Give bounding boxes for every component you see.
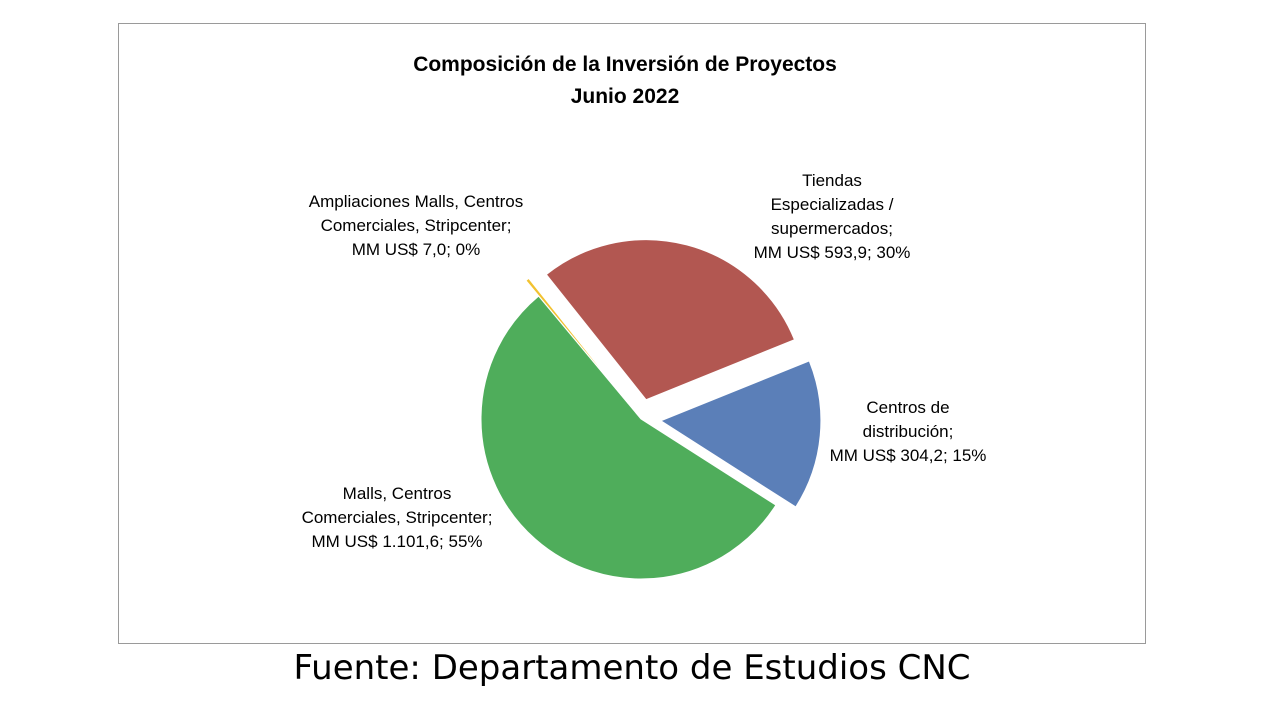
pie-chart: Composición de la Inversión de Proyectos… [302, 53, 987, 580]
pie-slice [659, 360, 822, 508]
slice-label: Centros de distribución; MM US$ 304,2; 15% [830, 398, 987, 465]
chart-subtitle: Junio 2022 [571, 85, 680, 108]
pie-slice [480, 295, 777, 580]
slice-label: Tiendas Especializadas / supermercados; MM … [754, 171, 911, 262]
source-caption: Fuente: Departamento de Estudios CNC [293, 648, 971, 688]
chart-title: Composición de la Inversión de Proyectos [413, 53, 837, 76]
pie-labels: Centros de distribución; MM US$ 304,2; 15%… [302, 171, 987, 551]
pie-slices [480, 239, 822, 580]
pie-slice [525, 277, 629, 404]
pie-slice [545, 239, 796, 401]
slice-label: Ampliaciones Malls, Centros Comerciales, … [309, 192, 523, 259]
chart-frame: Composición de la Inversión de Proyectos… [118, 23, 1146, 644]
slice-label: Malls, Centros Comerciales, Stripcenter; M… [302, 484, 493, 551]
